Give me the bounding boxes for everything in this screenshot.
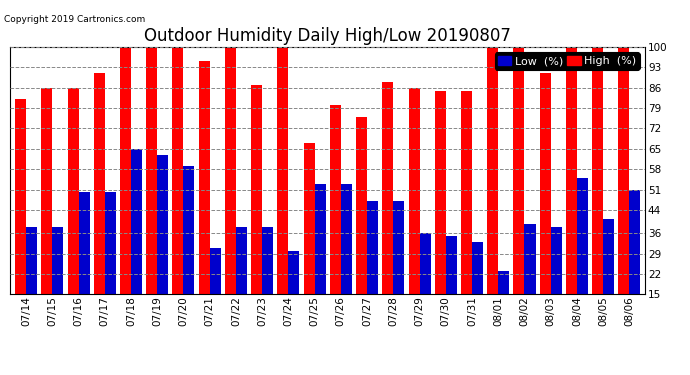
Title: Outdoor Humidity Daily High/Low 20190807: Outdoor Humidity Daily High/Low 20190807 bbox=[144, 27, 511, 45]
Bar bbox=[618, 47, 629, 294]
Bar bbox=[157, 154, 168, 294]
Bar bbox=[225, 47, 236, 294]
Bar bbox=[68, 88, 79, 294]
Text: Copyright 2019 Cartronics.com: Copyright 2019 Cartronics.com bbox=[4, 15, 146, 24]
Bar bbox=[105, 192, 116, 294]
Bar bbox=[420, 233, 431, 294]
Bar bbox=[330, 105, 341, 294]
Bar bbox=[551, 227, 562, 294]
Bar bbox=[408, 88, 420, 294]
Bar bbox=[592, 47, 603, 294]
Bar bbox=[356, 117, 367, 294]
Bar bbox=[120, 47, 131, 294]
Bar bbox=[26, 227, 37, 294]
Bar bbox=[472, 242, 483, 294]
Bar bbox=[131, 149, 142, 294]
Legend: Low  (%), High  (%): Low (%), High (%) bbox=[495, 53, 640, 69]
Bar bbox=[446, 236, 457, 294]
Bar bbox=[513, 47, 524, 294]
Bar bbox=[367, 201, 378, 294]
Bar bbox=[210, 248, 221, 294]
Bar bbox=[184, 166, 195, 294]
Bar bbox=[566, 47, 577, 294]
Bar bbox=[236, 227, 247, 294]
Bar bbox=[304, 143, 315, 294]
Bar bbox=[540, 73, 551, 294]
Bar bbox=[251, 85, 262, 294]
Bar bbox=[524, 225, 535, 294]
Bar bbox=[341, 184, 352, 294]
Bar bbox=[603, 219, 614, 294]
Bar bbox=[315, 184, 326, 294]
Bar bbox=[461, 90, 472, 294]
Bar bbox=[487, 47, 498, 294]
Bar bbox=[498, 271, 509, 294]
Bar bbox=[262, 227, 273, 294]
Bar bbox=[629, 189, 640, 294]
Bar bbox=[393, 201, 404, 294]
Bar bbox=[199, 62, 210, 294]
Bar bbox=[577, 178, 588, 294]
Bar bbox=[382, 82, 393, 294]
Bar bbox=[172, 47, 184, 294]
Bar bbox=[146, 47, 157, 294]
Bar bbox=[288, 251, 299, 294]
Bar bbox=[52, 227, 63, 294]
Bar bbox=[435, 90, 446, 294]
Bar bbox=[15, 99, 26, 294]
Bar bbox=[79, 192, 90, 294]
Bar bbox=[41, 88, 52, 294]
Bar bbox=[277, 47, 288, 294]
Bar bbox=[94, 73, 105, 294]
